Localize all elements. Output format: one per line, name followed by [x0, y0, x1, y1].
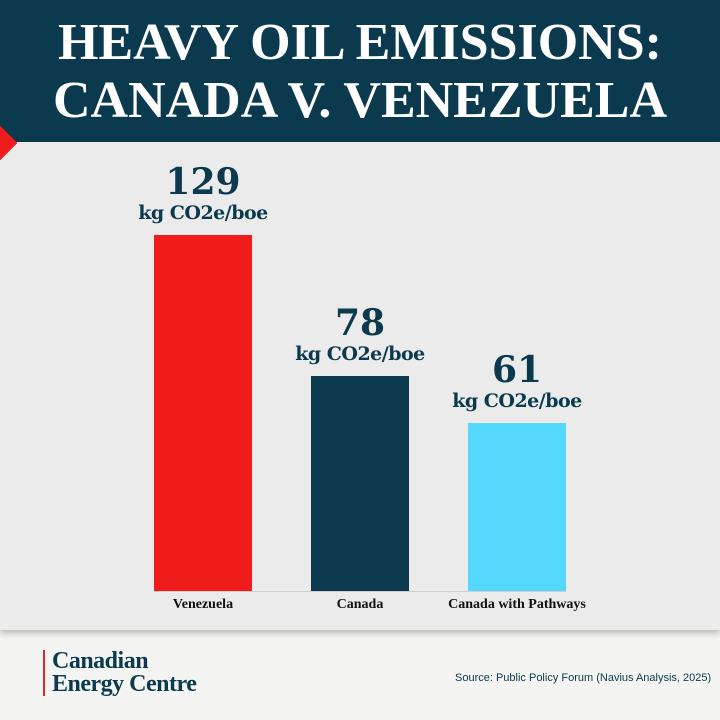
bar-canada: [311, 375, 409, 591]
category-label: Canada: [336, 597, 384, 612]
data-label-value: 78: [334, 301, 386, 344]
baseline: [154, 591, 566, 592]
title-line-2: CANADA V. VENEZUELA: [52, 72, 668, 129]
bar-chart: 129 kg CO2e/boe Venezuela 78 kg CO2e/boe Cana…: [138, 161, 586, 612]
category-label: Canada with Pathways: [448, 597, 586, 612]
title-line-1: HEAVY OIL EMISSIONS:: [58, 14, 662, 71]
source-note: Source: Public Policy Forum (Navius Anal…: [455, 672, 712, 684]
bar-venezuela: [154, 235, 252, 591]
data-label-unit: kg CO2e/boe: [138, 202, 268, 224]
category-label: Venezuela: [172, 597, 234, 612]
logo-line-1: Canadian: [52, 648, 149, 674]
data-label-unit: kg CO2e/boe: [295, 342, 425, 365]
bar-canada-with-pathways: [468, 422, 566, 591]
data-label-unit: kg CO2e/boe: [452, 389, 582, 412]
header: HEAVY OIL EMISSIONS: CANADA V. VENEZUELA: [0, 0, 720, 142]
data-label-value: 61: [491, 348, 543, 391]
logo: Canadian Energy Centre: [43, 648, 197, 697]
logo-line-2: Energy Centre: [52, 671, 197, 697]
data-label-value: 129: [165, 161, 241, 203]
